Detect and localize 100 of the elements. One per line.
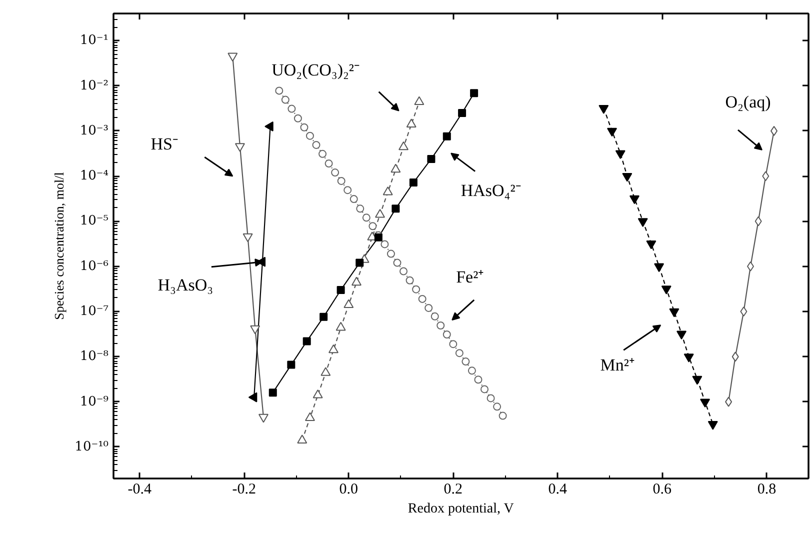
annotation: HS⁻ xyxy=(150,134,179,154)
annotation: UO₂(CO₃)₂²⁻ xyxy=(272,60,360,80)
point xyxy=(234,143,245,152)
point xyxy=(344,186,352,194)
point xyxy=(598,105,609,114)
annotation: HAsO₄²⁻ xyxy=(460,180,522,200)
point xyxy=(418,294,426,303)
y-tick-label: 10⁻³ xyxy=(80,123,109,138)
x-tick-label: 0.0 xyxy=(339,482,358,498)
point xyxy=(615,150,626,159)
x-tick-label: 0.2 xyxy=(444,482,463,498)
point xyxy=(368,222,377,230)
point xyxy=(414,96,424,106)
y-tick-label: 10⁻¹⁰ xyxy=(74,439,108,454)
point xyxy=(409,178,418,187)
annotation: Fe²⁺ xyxy=(456,267,484,286)
point xyxy=(304,412,315,421)
point xyxy=(312,390,323,398)
point xyxy=(393,258,402,267)
point xyxy=(248,392,258,402)
y-tick-label: 10⁻⁹ xyxy=(80,394,109,410)
point xyxy=(258,414,268,423)
y-tick-label: 10⁻⁴ xyxy=(80,168,109,184)
point xyxy=(288,104,296,113)
point xyxy=(281,96,290,104)
point xyxy=(725,396,732,407)
point xyxy=(300,123,308,132)
point xyxy=(732,352,739,362)
point xyxy=(328,344,338,354)
point xyxy=(390,164,401,173)
x-tick-label: -0.2 xyxy=(232,482,256,498)
point xyxy=(344,299,354,308)
point xyxy=(442,330,451,338)
y-tick-label: 10⁻⁵ xyxy=(80,214,109,229)
point xyxy=(470,89,478,98)
point xyxy=(356,204,364,213)
y-tick-label: 10⁻⁶ xyxy=(80,258,109,274)
point xyxy=(676,330,687,340)
point xyxy=(297,434,308,444)
point xyxy=(607,128,618,137)
point xyxy=(362,214,370,222)
point xyxy=(474,376,482,384)
annotation: Mn²⁺ xyxy=(600,356,635,375)
point xyxy=(684,354,694,362)
point xyxy=(228,52,238,62)
point xyxy=(406,276,414,284)
point xyxy=(242,233,253,242)
point xyxy=(302,337,311,346)
y-axis-title: Species concentration, mol/l xyxy=(52,172,67,320)
point xyxy=(462,358,470,366)
point xyxy=(708,421,718,430)
point xyxy=(275,86,284,95)
point xyxy=(770,126,778,136)
point xyxy=(294,114,302,122)
point xyxy=(318,150,327,158)
point xyxy=(250,325,260,334)
point xyxy=(264,121,274,132)
point xyxy=(427,154,436,163)
point xyxy=(287,360,296,369)
point xyxy=(480,385,489,394)
point xyxy=(398,141,409,150)
point xyxy=(412,285,420,294)
annotation: O₂(aq) xyxy=(725,92,771,112)
y-tick-label: 10⁻⁷ xyxy=(80,304,109,320)
point xyxy=(622,173,632,182)
annotation: H₃AsO₃ xyxy=(158,275,214,294)
point xyxy=(356,258,364,267)
point xyxy=(392,204,400,213)
y-tick-label: 10⁻¹ xyxy=(80,33,109,48)
y-tick-label: 10⁻² xyxy=(80,78,109,94)
point xyxy=(320,312,328,321)
point xyxy=(400,267,408,276)
point xyxy=(442,132,451,140)
point xyxy=(306,132,314,140)
point xyxy=(754,216,762,226)
point xyxy=(762,171,770,182)
point xyxy=(458,108,466,117)
point xyxy=(337,176,346,185)
point xyxy=(375,208,386,218)
x-tick-label: 0.8 xyxy=(757,482,776,498)
point xyxy=(350,195,358,204)
point xyxy=(336,286,345,294)
point xyxy=(430,312,439,320)
point xyxy=(268,388,277,397)
point xyxy=(424,304,433,312)
point xyxy=(382,186,393,196)
point xyxy=(380,240,389,248)
point xyxy=(700,398,710,408)
point xyxy=(746,261,754,272)
point xyxy=(320,367,331,376)
point xyxy=(468,366,476,375)
point xyxy=(646,240,656,250)
point xyxy=(406,118,416,128)
point xyxy=(312,140,320,149)
x-tick-label: 0.4 xyxy=(548,482,568,498)
point xyxy=(449,340,458,348)
point xyxy=(740,306,748,317)
point xyxy=(692,376,702,385)
x-tick-label: -0.4 xyxy=(128,482,152,498)
point xyxy=(336,322,346,331)
